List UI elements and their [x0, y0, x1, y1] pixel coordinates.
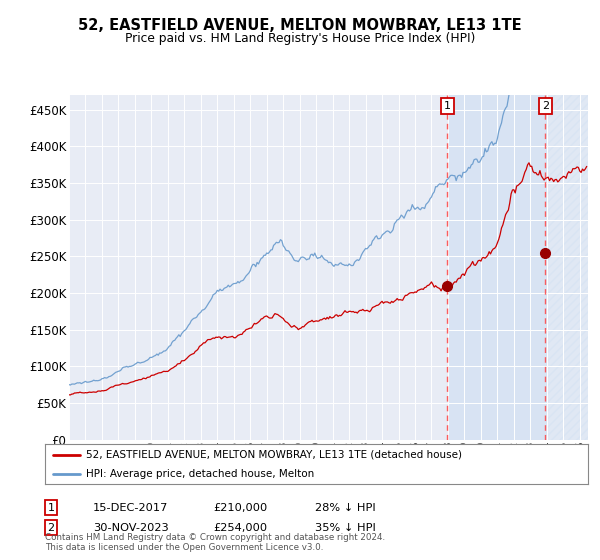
Text: HPI: Average price, detached house, Melton: HPI: Average price, detached house, Melt…: [86, 469, 314, 479]
Text: 35% ↓ HPI: 35% ↓ HPI: [315, 522, 376, 533]
Text: 15-DEC-2017: 15-DEC-2017: [93, 503, 169, 513]
Text: Contains HM Land Registry data © Crown copyright and database right 2024.
This d: Contains HM Land Registry data © Crown c…: [45, 533, 385, 552]
Text: 28% ↓ HPI: 28% ↓ HPI: [315, 503, 376, 513]
Text: 30-NOV-2023: 30-NOV-2023: [93, 522, 169, 533]
Bar: [547, 95, 588, 440]
Text: 2: 2: [542, 101, 549, 111]
Text: 1: 1: [444, 101, 451, 111]
Text: 52, EASTFIELD AVENUE, MELTON MOWBRAY, LE13 1TE: 52, EASTFIELD AVENUE, MELTON MOWBRAY, LE…: [78, 18, 522, 33]
Text: £254,000: £254,000: [213, 522, 267, 533]
Bar: [448, 95, 547, 440]
Text: 2: 2: [47, 522, 55, 533]
Text: 1: 1: [47, 503, 55, 513]
Text: 52, EASTFIELD AVENUE, MELTON MOWBRAY, LE13 1TE (detached house): 52, EASTFIELD AVENUE, MELTON MOWBRAY, LE…: [86, 450, 462, 460]
Text: Price paid vs. HM Land Registry's House Price Index (HPI): Price paid vs. HM Land Registry's House …: [125, 32, 475, 45]
Text: £210,000: £210,000: [213, 503, 267, 513]
